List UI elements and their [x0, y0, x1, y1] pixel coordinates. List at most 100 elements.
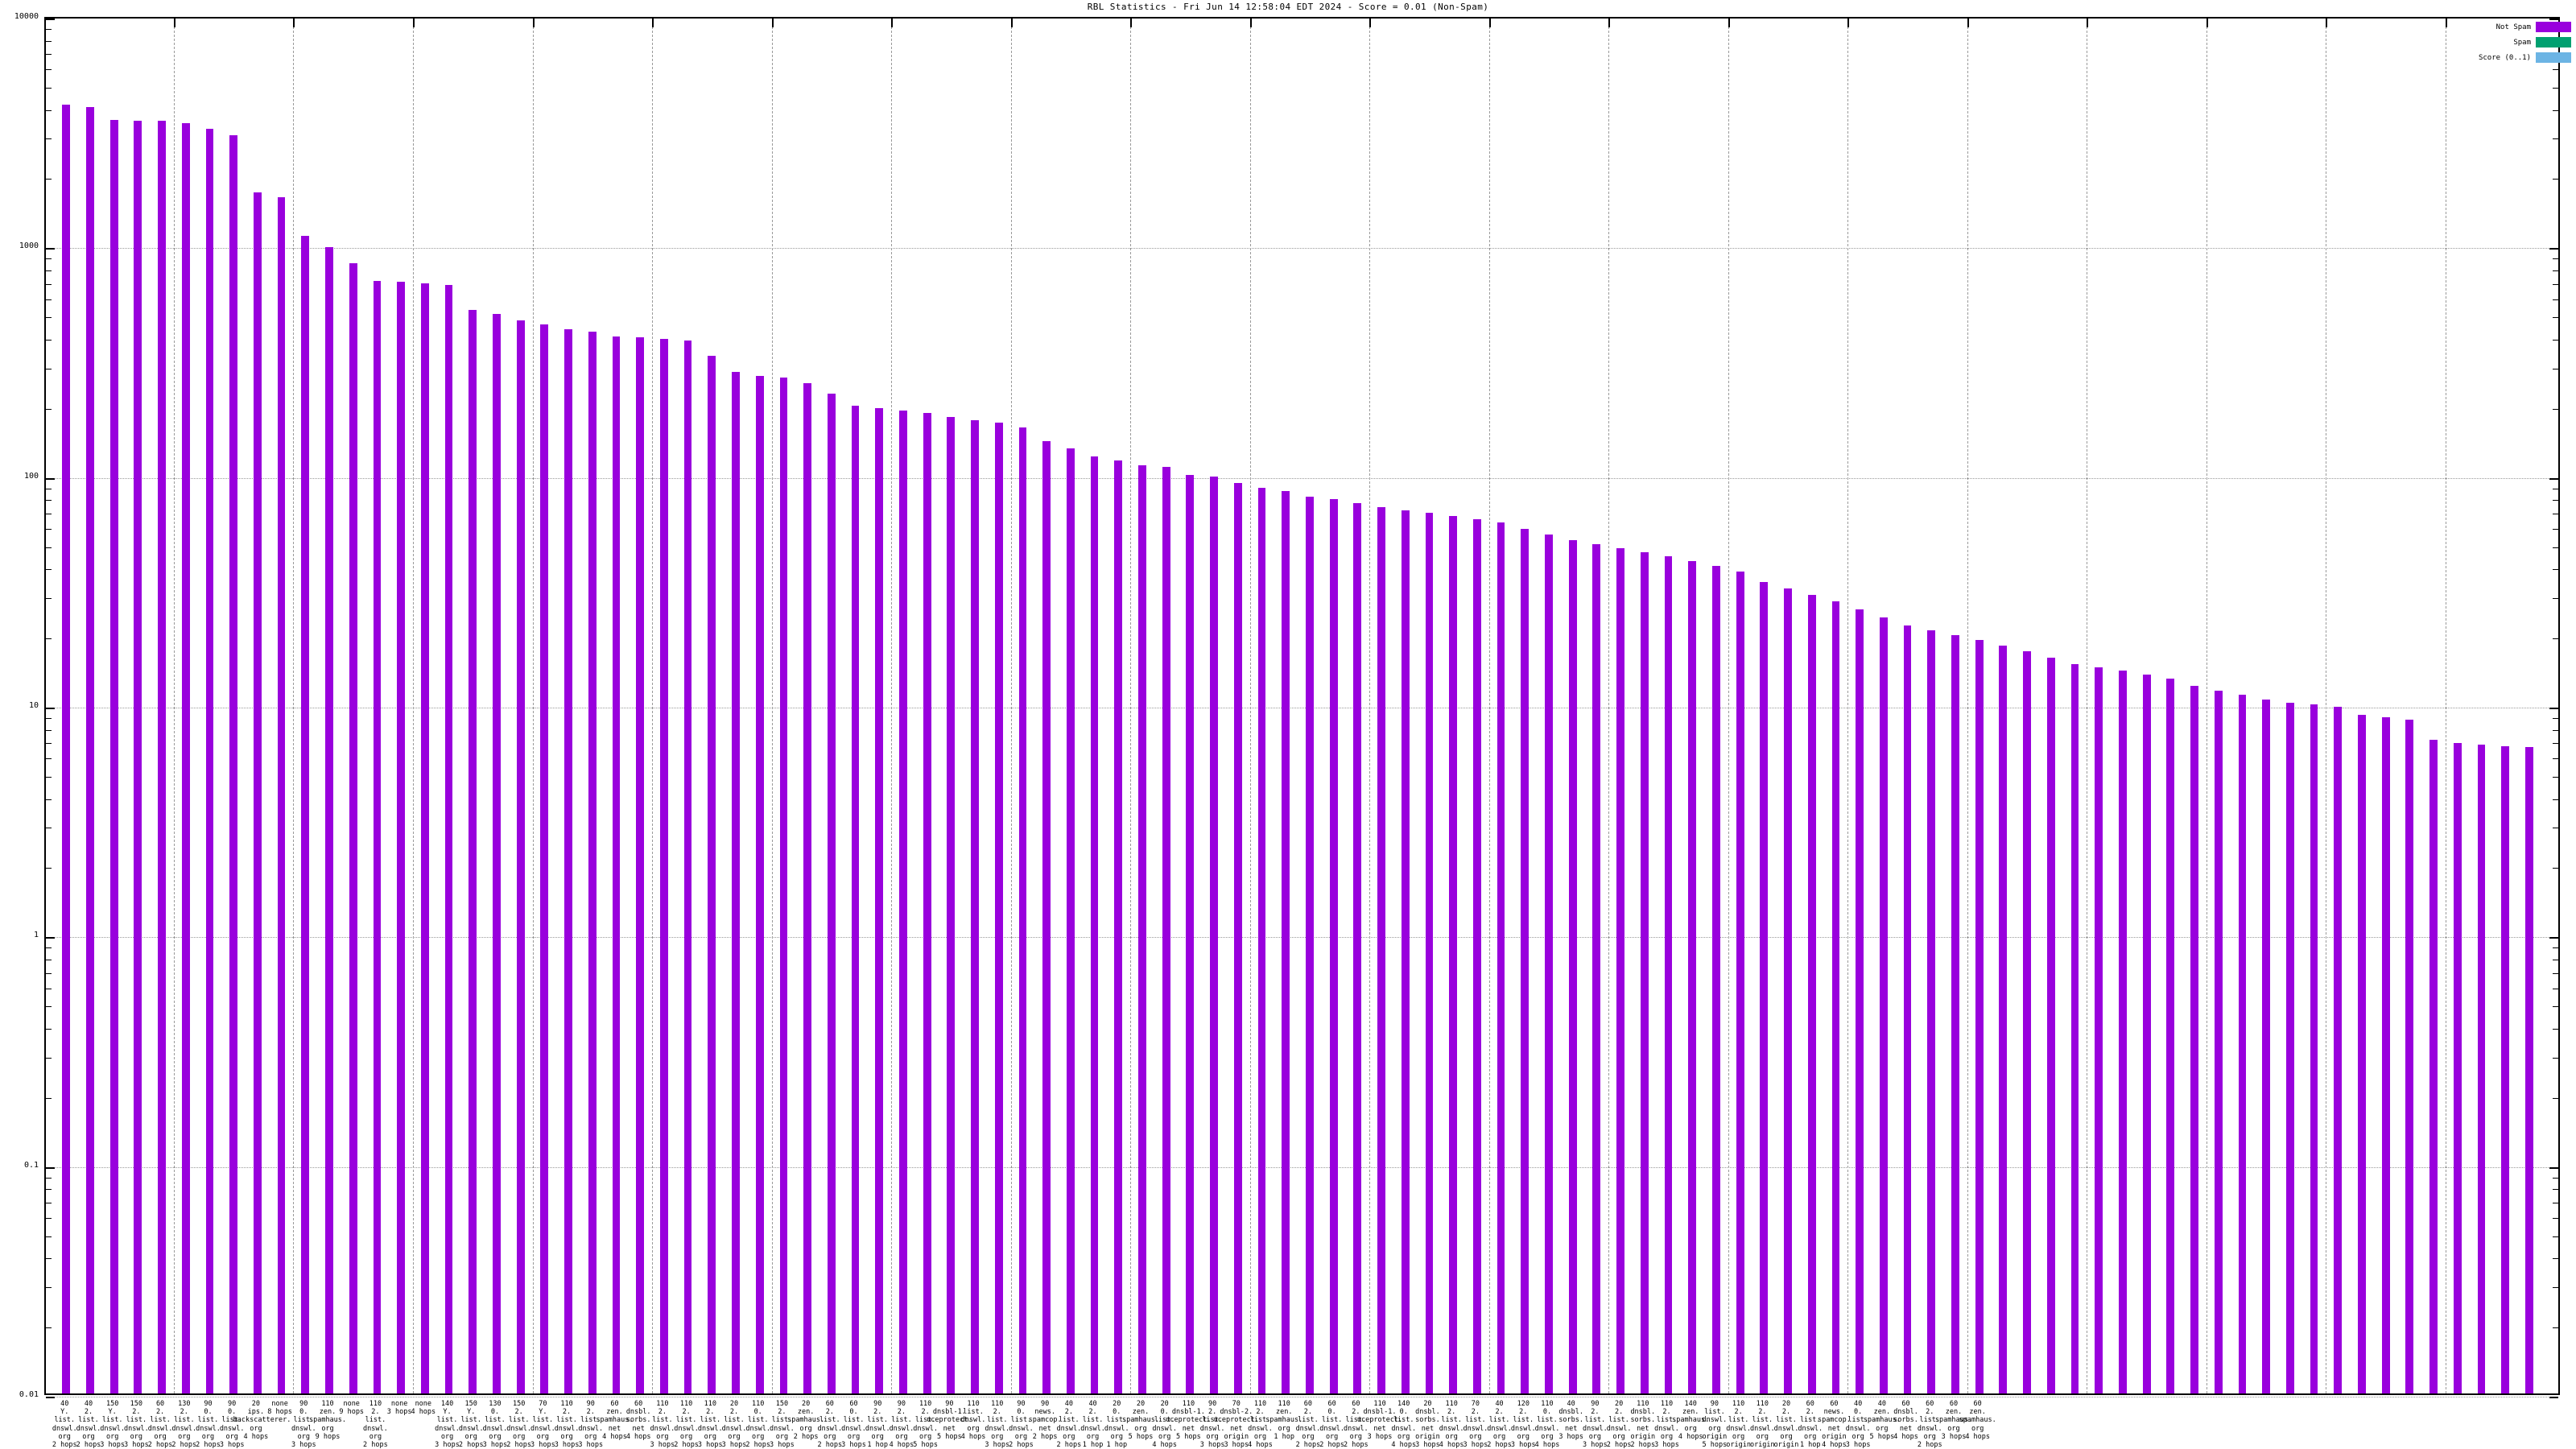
x-tick-label: 20 0. list. dnswl. org 4 hops [1141, 1400, 1187, 1449]
x-tick-label-line: dnsbl. [1558, 1408, 1584, 1417]
bar [2477, 744, 2486, 1393]
bar [2405, 719, 2414, 1393]
x-top-tick [2087, 19, 2089, 27]
y-minor-tick [46, 299, 52, 300]
y-tick-label: 1000 [19, 242, 39, 251]
legend-item: Not Spam [2402, 19, 2571, 35]
x-tick-label-line: spamhaus. [1672, 1416, 1710, 1425]
x-tick-label-line: org [967, 1424, 980, 1433]
y-major-tick-right [2549, 1166, 2558, 1169]
x-tick-label-line: dnswl. [506, 1424, 531, 1433]
y-minor-tick [46, 1217, 52, 1219]
x-tick-label-line: 60 [1926, 1400, 1934, 1408]
x-tick-label-line: list. [1010, 1416, 1032, 1425]
x-tick-label-line: org [728, 1432, 741, 1441]
x-tick-label-line: dnswl. [1009, 1424, 1034, 1433]
bar [2142, 674, 2151, 1393]
x-tick-label-line: 20 [1160, 1400, 1169, 1408]
x-tick-label-line: 2. [658, 1408, 667, 1417]
x-tick-label-line: dnswl. [1319, 1424, 1344, 1433]
y-minor-tick-right [2553, 258, 2558, 260]
x-tick-label-line: net [1564, 1424, 1578, 1433]
x-tick-label-line: list. [1441, 1416, 1462, 1425]
x-top-tick [173, 19, 175, 27]
y-minor-tick-right [2553, 718, 2558, 720]
x-tick-label-line: 3 hops [124, 1441, 149, 1449]
x-tick-label-line: list. [652, 1416, 673, 1425]
x-tick-label-line: org [1947, 1424, 1960, 1433]
x-tick-label-line: 2. [993, 1408, 1001, 1417]
y-minor-tick-right [2553, 179, 2558, 180]
bar [1233, 483, 1242, 1393]
y-minor-tick-right [2553, 339, 2558, 341]
x-tick-label: 110 2. list. dnswl. org 4 hops [1429, 1400, 1474, 1449]
bar [1210, 477, 1218, 1393]
x-tick-label-line: list. [1776, 1416, 1797, 1425]
vertical-gridline [532, 19, 534, 1393]
vertical-gridline [412, 19, 414, 1393]
x-tick-label-line: dnswl. [147, 1424, 173, 1433]
y-minor-tick [46, 743, 52, 745]
y-minor-tick [46, 1028, 52, 1030]
x-tick-label-line: 3 hops [721, 1441, 747, 1449]
x-tick-label-line: net [632, 1424, 645, 1433]
x-tick-label-line: org [1732, 1432, 1745, 1441]
y-minor-tick-right [2553, 947, 2558, 949]
x-tick-label-line: origin [1749, 1441, 1775, 1449]
x-tick-label-line: 2. [84, 1408, 93, 1417]
x-tick-label-line: 150 [105, 1400, 119, 1408]
x-tick-label: 110 2. list. dnswl. org 4 hops [1237, 1400, 1282, 1449]
x-tick-label-line: origin [1773, 1441, 1799, 1449]
x-tick-label-line: 2 hops [1487, 1441, 1512, 1449]
x-tick-label-line: 0. [1399, 1408, 1408, 1417]
y-major-tick [46, 1166, 55, 1169]
bar [1377, 507, 1385, 1393]
y-minor-tick-right [2553, 1286, 2558, 1288]
x-tick-label-line: list. [1584, 1416, 1606, 1425]
vertical-gridline [1728, 19, 1729, 1393]
x-top-tick [1608, 19, 1611, 27]
y-minor-tick-right [2553, 1177, 2558, 1179]
y-minor-tick-right [2553, 758, 2558, 760]
vertical-gridline [652, 19, 654, 1393]
y-major-tick-right [2549, 477, 2558, 480]
x-tick-label-line: org [512, 1432, 526, 1441]
x-tick-label-line: dnswl. [1606, 1424, 1632, 1433]
bar [1066, 448, 1075, 1393]
x-tick-label-line: none [343, 1400, 360, 1408]
bar [134, 120, 142, 1393]
x-tick-label-line: 2. [729, 1408, 739, 1417]
y-minor-tick [46, 1006, 52, 1008]
x-tick-label-line: 2. [1064, 1408, 1073, 1417]
x-tick-label-line: net [1373, 1424, 1386, 1433]
x-tick-label-line: 2. [1758, 1408, 1767, 1417]
x-tick-label: 110 2. list. dnswl. org 3 hops [544, 1400, 589, 1449]
x-tick-label-line: 5 hops [1176, 1432, 1201, 1441]
y-minor-tick [46, 1057, 52, 1059]
x-tick-label-line: 2. [1926, 1408, 1934, 1417]
x-tick-label: 60 zen. spamhaus. org 3 hops [1931, 1400, 1976, 1441]
y-minor-tick [46, 1286, 52, 1288]
bar [301, 235, 310, 1393]
x-top-tick [1249, 19, 1252, 27]
y-minor-tick [46, 776, 52, 778]
x-tick-label-line: 90 [873, 1400, 882, 1408]
x-tick-label-line: 20 [1614, 1400, 1624, 1408]
x-tick-label-line: list. [867, 1416, 889, 1425]
bar [2285, 702, 2294, 1393]
x-tick-label-line: org [1684, 1424, 1697, 1433]
y-minor-tick-right [2553, 597, 2558, 599]
x-tick-label-line: 4 hops [1248, 1441, 1273, 1449]
x-tick-label-line: list. [508, 1416, 530, 1425]
vertical-gridline [1847, 19, 1849, 1393]
x-tick-label-line: sorbs. [1558, 1416, 1584, 1425]
vertical-gridline [1488, 19, 1490, 1393]
x-tick-label: 70 Y. list. dnswl. org 3 hops [520, 1400, 565, 1449]
x-tick-label: 40 dnsbl. sorbs. net 3 hops [1548, 1400, 1593, 1441]
x-tick-label: 20 zen. spamhaus. org 2 hops [783, 1400, 828, 1441]
x-tick-label-line: 1 hop [1106, 1441, 1128, 1449]
x-tick-label-line: list. [54, 1416, 76, 1425]
x-tick-label-line: 3 hops [100, 1441, 126, 1449]
x-tick-label: 140 0. list. dnswl. org 4 hops [1381, 1400, 1426, 1449]
